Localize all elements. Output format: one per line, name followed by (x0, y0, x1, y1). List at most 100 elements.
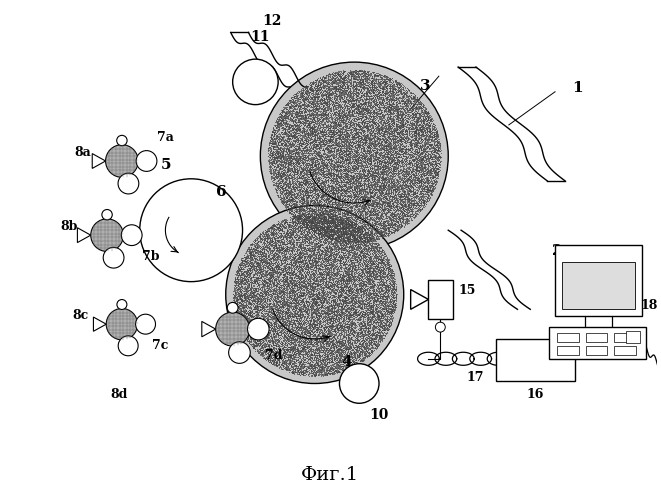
Point (290, 211, 300, 219)
Point (336, 149, 346, 157)
Point (292, 162, 303, 170)
Point (367, 256, 377, 264)
Point (356, 300, 366, 308)
Point (325, 200, 335, 207)
Point (337, 68, 348, 76)
Point (424, 124, 434, 132)
Point (390, 127, 401, 135)
Point (297, 142, 307, 150)
Point (292, 343, 302, 351)
Point (375, 200, 385, 208)
Point (324, 216, 334, 224)
Point (413, 166, 424, 174)
Point (358, 279, 368, 287)
Point (301, 338, 312, 345)
Point (288, 228, 298, 236)
Point (301, 92, 311, 100)
Point (321, 223, 332, 231)
Point (333, 242, 344, 250)
Point (279, 334, 290, 342)
Point (304, 146, 315, 154)
Point (318, 344, 329, 351)
Point (288, 292, 299, 300)
Point (383, 268, 393, 276)
Point (345, 149, 356, 157)
Point (346, 144, 356, 152)
Point (412, 200, 423, 208)
Point (241, 280, 251, 288)
Point (329, 144, 339, 152)
Point (290, 91, 301, 99)
Point (249, 242, 260, 250)
Point (349, 82, 360, 90)
Point (305, 198, 316, 205)
Point (262, 296, 272, 304)
Point (352, 235, 362, 243)
Point (340, 321, 350, 329)
Point (355, 104, 366, 112)
Point (252, 295, 262, 303)
Point (309, 206, 320, 214)
Point (293, 348, 304, 356)
Point (332, 73, 342, 81)
Point (408, 114, 419, 122)
Point (334, 240, 345, 248)
Point (315, 249, 326, 257)
Point (305, 231, 316, 239)
Point (330, 308, 340, 316)
Point (303, 356, 313, 364)
Point (323, 304, 334, 312)
Point (339, 298, 350, 306)
Point (372, 172, 383, 179)
Point (292, 370, 303, 378)
Point (309, 166, 320, 173)
Point (430, 140, 441, 148)
Point (249, 276, 259, 284)
Point (388, 194, 399, 202)
Point (370, 322, 381, 330)
Point (364, 220, 374, 228)
Point (364, 203, 375, 211)
Point (276, 365, 287, 373)
Point (311, 229, 321, 237)
Point (290, 230, 300, 238)
Point (299, 146, 309, 154)
Point (428, 128, 438, 136)
Point (327, 286, 338, 294)
Point (401, 144, 411, 152)
Point (286, 293, 297, 301)
Point (374, 272, 385, 280)
Point (327, 320, 337, 328)
Point (386, 168, 397, 175)
Point (261, 318, 272, 326)
Point (431, 178, 442, 186)
Point (309, 205, 319, 213)
Point (299, 272, 310, 280)
Point (342, 231, 353, 239)
Point (319, 82, 329, 90)
Point (377, 72, 388, 80)
Point (425, 153, 436, 161)
Point (377, 102, 388, 110)
Point (389, 146, 400, 154)
Point (326, 278, 336, 285)
Point (253, 264, 264, 272)
Point (405, 147, 416, 155)
Point (407, 208, 417, 216)
Point (276, 196, 287, 204)
Point (379, 176, 389, 184)
Point (300, 133, 311, 141)
Point (340, 240, 351, 248)
Point (344, 184, 355, 192)
Point (360, 159, 370, 167)
Point (258, 272, 268, 280)
Point (321, 152, 332, 160)
Point (287, 231, 297, 239)
Point (268, 333, 278, 341)
Point (316, 212, 327, 220)
Point (391, 130, 402, 138)
Point (272, 158, 282, 166)
Point (277, 134, 288, 141)
Point (285, 360, 295, 368)
Point (278, 216, 288, 224)
